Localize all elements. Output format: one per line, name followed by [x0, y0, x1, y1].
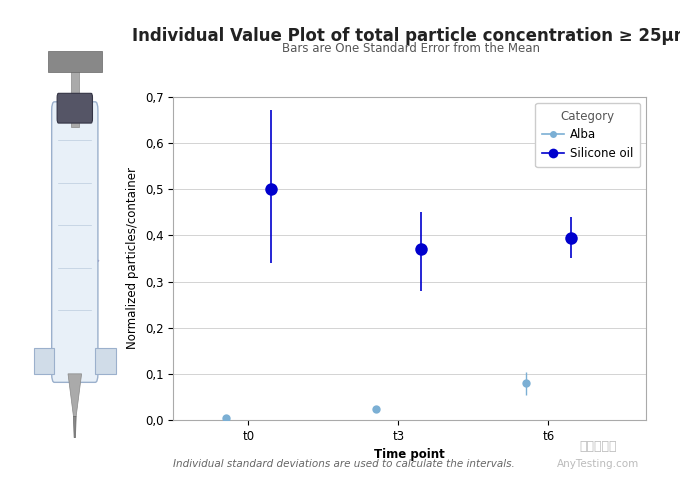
Text: Individual standard deviations are used to calculate the intervals.: Individual standard deviations are used …	[173, 459, 515, 469]
FancyBboxPatch shape	[52, 102, 98, 383]
Polygon shape	[73, 416, 76, 438]
Text: Individual Value Plot of total particle concentration ≥ 25μm: Individual Value Plot of total particle …	[132, 27, 680, 45]
Bar	[71, 64, 79, 128]
Y-axis label: Normalized particles/container: Normalized particles/container	[126, 168, 139, 349]
Polygon shape	[54, 217, 99, 304]
Legend: Alba, Silicone oil: Alba, Silicone oil	[535, 102, 640, 168]
FancyBboxPatch shape	[57, 93, 92, 123]
Text: AnyTesting.com: AnyTesting.com	[558, 459, 639, 469]
Text: 嘉峻检测网: 嘉峻检测网	[579, 440, 617, 453]
Text: Bars are One Standard Error from the Mean: Bars are One Standard Error from the Mea…	[282, 42, 541, 55]
Bar	[95, 348, 116, 374]
Bar	[48, 51, 102, 72]
Bar	[34, 348, 54, 374]
Polygon shape	[68, 374, 82, 416]
X-axis label: Time point: Time point	[374, 449, 445, 461]
